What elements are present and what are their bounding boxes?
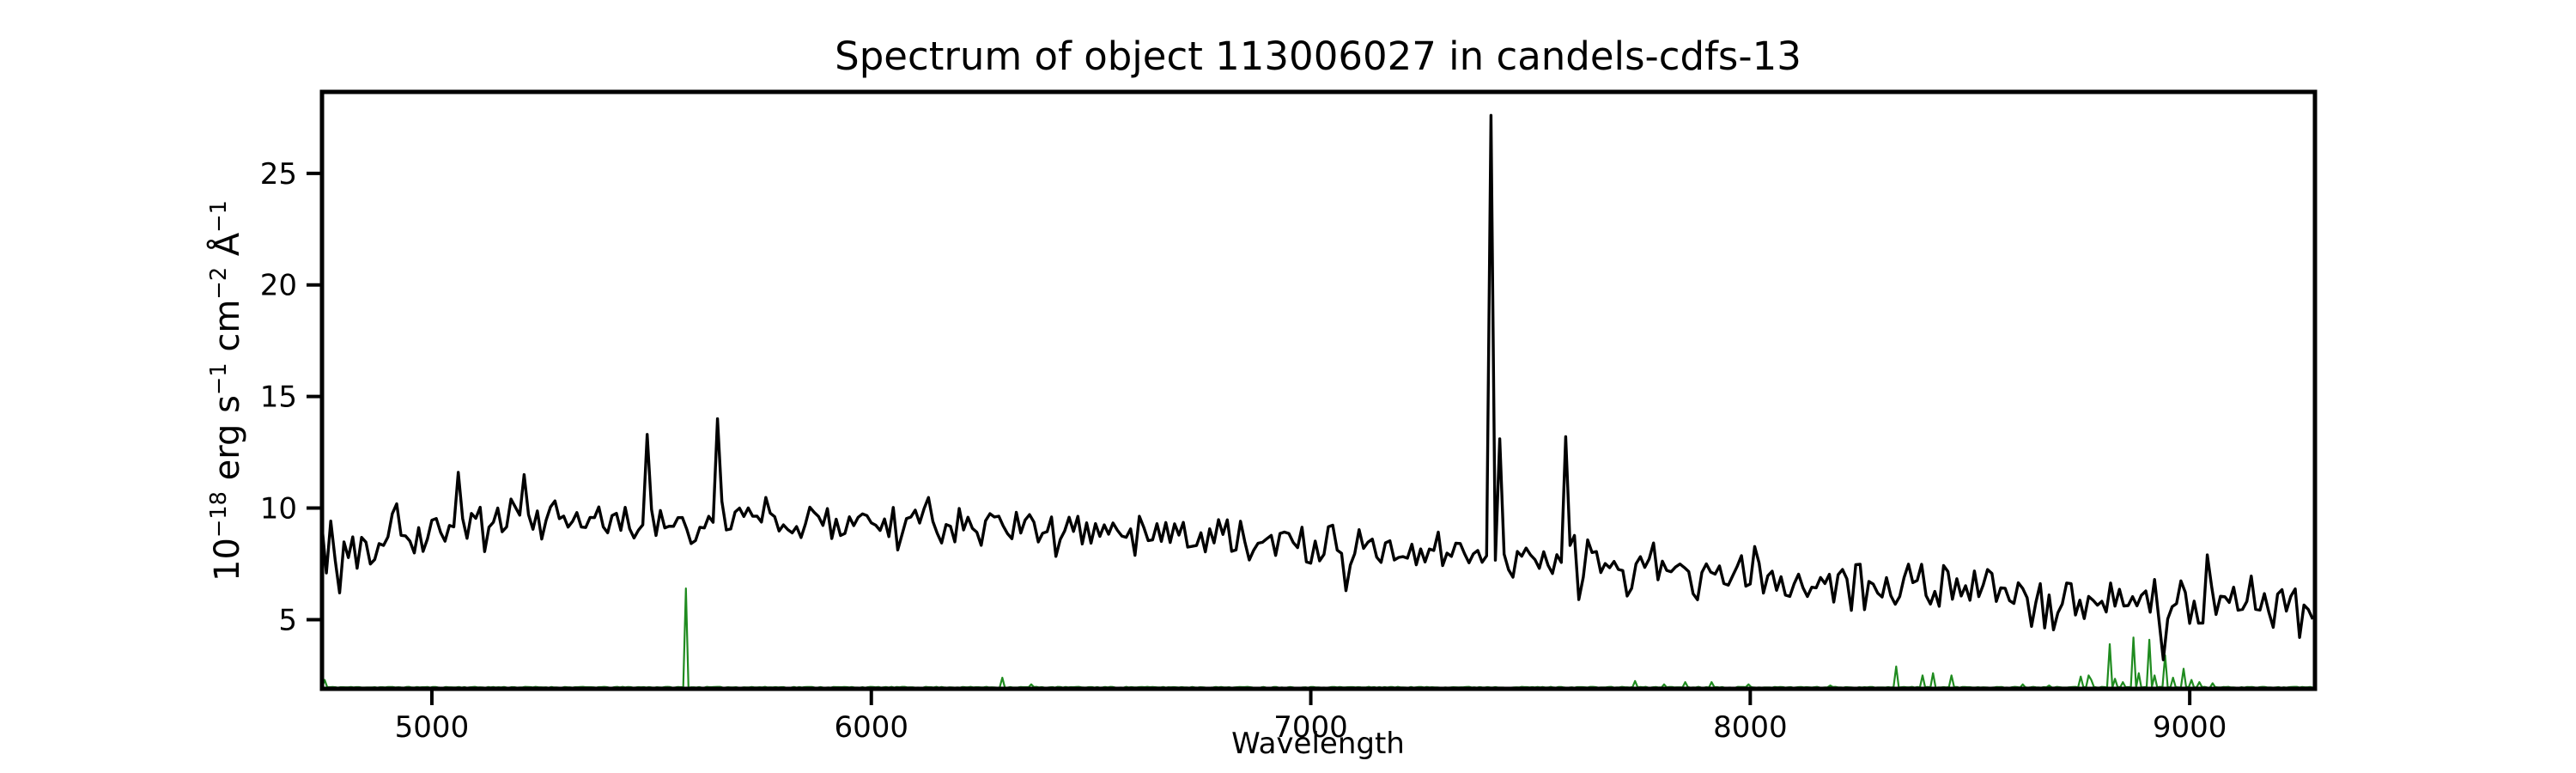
y-tick-label: 15 <box>260 380 297 415</box>
y-tick-label: 20 <box>260 269 297 303</box>
y-axis-label: 10−18 erg s−1 cm−2 Å−1 <box>204 64 251 717</box>
x-tick-label: 5000 <box>395 710 470 745</box>
ylabel-base: 10 <box>208 538 247 581</box>
ylabel-exp-1: −18 <box>206 491 233 539</box>
y-tick-label: 5 <box>278 603 297 637</box>
x-tick-label: 7000 <box>1273 710 1348 745</box>
x-tick-label: 6000 <box>834 710 908 745</box>
ylabel-erg-s: erg s <box>208 395 247 492</box>
ylabel-angstrom: Å <box>208 232 247 267</box>
ylabel-exp-3: −2 <box>206 266 233 300</box>
x-tick-label: 8000 <box>1713 710 1788 745</box>
y-tick-label: 25 <box>260 157 297 192</box>
y-tick-label: 10 <box>260 492 297 526</box>
ylabel-cm: cm <box>208 299 247 363</box>
x-tick-label: 9000 <box>2153 710 2227 745</box>
ylabel-exp-4: −1 <box>206 200 233 233</box>
x-axis-label: Wavelength <box>1231 727 1405 761</box>
object-spectrum-line <box>320 113 2314 661</box>
plot-title: Spectrum of object 113006027 in candels-… <box>835 33 1801 79</box>
ylabel-exp-2: −1 <box>206 362 233 396</box>
axes-frame <box>319 89 2318 691</box>
